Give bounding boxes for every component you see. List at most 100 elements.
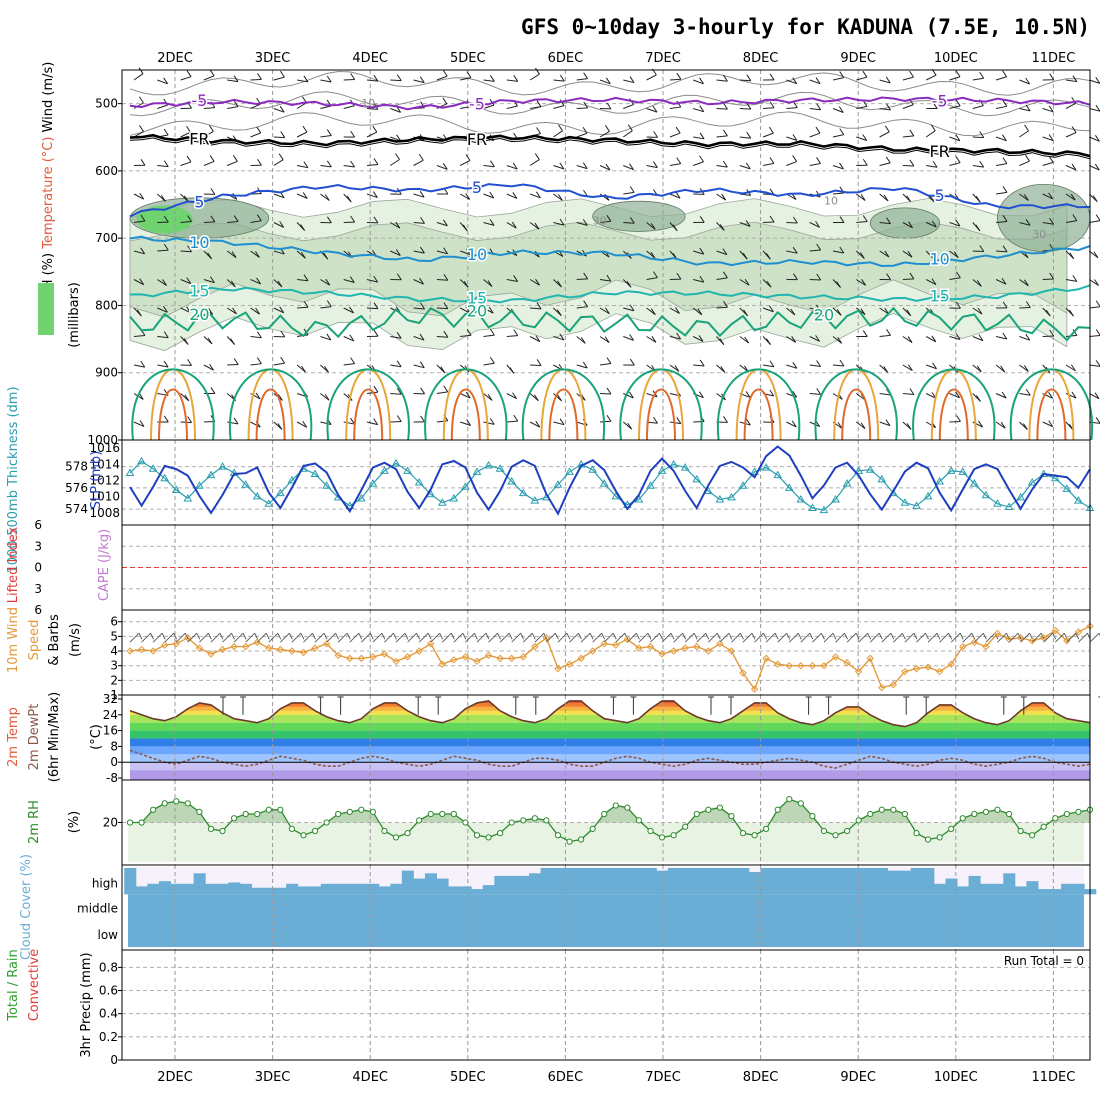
rh2m-point [126, 819, 134, 826]
cloud-high-bar [771, 868, 784, 895]
thickness-point [831, 495, 840, 503]
top-date-label: 6DEC [548, 51, 584, 66]
wind-speed-point [554, 664, 562, 673]
y-tick-label: 0 [110, 755, 118, 769]
rh2m-point [230, 815, 238, 822]
cloud-high-bar [910, 868, 923, 895]
wind-speed-point [160, 641, 169, 649]
y-tick-label: 900 [95, 366, 118, 380]
cloud-high-bar [401, 870, 414, 895]
wind-speed-point [669, 647, 678, 655]
top-date-label: 8DEC [743, 51, 779, 66]
wind-barb [1054, 632, 1065, 643]
wind-barb [361, 632, 371, 643]
isotherm-label: 10 [929, 250, 949, 269]
thickness-point [1074, 496, 1083, 504]
thickness-point [680, 463, 690, 471]
surface-temp-contour [938, 388, 969, 441]
wind-barb [684, 632, 695, 643]
top-date-axis: 2DEC 3DEC 4DEC 5DEC 6DEC 7DEC 8DEC 9DEC 10DEC 11D… [157, 51, 1075, 66]
wind-barb [418, 632, 429, 643]
wind-barb [349, 632, 360, 643]
y-axis-title: (millibars) [67, 282, 82, 348]
isotherm-label: 10 [189, 233, 209, 252]
rh2m-point [300, 832, 307, 839]
y-tick-label: 32 [103, 692, 118, 706]
rh2m-point [936, 834, 943, 841]
isotherm-label: -5 [469, 94, 485, 113]
thickness-point [692, 474, 702, 483]
wind-barb [719, 632, 730, 643]
wind-barb [603, 632, 614, 643]
rh2m-point [994, 806, 1001, 813]
surface-temp-contour [833, 368, 880, 441]
cloud-high-bar [517, 875, 530, 895]
thickness-point [1027, 478, 1037, 486]
cloud-high-bar [332, 883, 345, 895]
wind-barb [869, 632, 880, 643]
rh2m-point [265, 806, 272, 813]
thickness-point [784, 483, 794, 491]
wind-speed-point [704, 647, 713, 655]
y-axis-title: 2m DewPt [27, 704, 42, 771]
rh2m-point [508, 819, 515, 826]
cloud-high-bar [702, 868, 715, 895]
wind-speed-point [901, 667, 909, 676]
wind-speed-point [623, 635, 632, 644]
y-tick-label: 20 [103, 816, 118, 830]
rh-shading-high [592, 200, 686, 232]
isotherm-label: 20 [467, 301, 487, 320]
rh-contour-label: 30 [1032, 228, 1046, 241]
cloud-high-bar [205, 883, 218, 895]
thickness-point [738, 481, 748, 489]
y-tick-label: 800 [95, 298, 118, 312]
wind-speed-point [1040, 634, 1048, 642]
cloud-high-bar [829, 868, 842, 895]
wind-speed-point [912, 664, 921, 673]
isotherm-line [716, 368, 801, 441]
y-tick-label: 0.4 [99, 1007, 118, 1021]
wind-barb [985, 632, 996, 643]
rh2m-point [392, 834, 400, 841]
wind-barb [592, 632, 602, 643]
y-tick-label: -8 [106, 771, 118, 785]
rh2m-point [635, 817, 643, 824]
surface-temp-contour [255, 388, 286, 441]
rh2m-point [184, 800, 191, 807]
y-tick-label: 600 [95, 164, 118, 178]
wind-speed-point [542, 634, 551, 642]
rh2m-point [358, 806, 365, 813]
thickness-point [761, 463, 771, 471]
wind-speed-point [149, 647, 157, 655]
rh2m-point [427, 810, 434, 818]
thickness-point [877, 474, 887, 483]
wind-barb [268, 632, 279, 643]
rh2m-point [647, 827, 654, 835]
wind-speed-point [577, 654, 585, 663]
cloud-high-bar [413, 878, 426, 895]
wind-speed-point [531, 642, 539, 651]
wind-speed-point [253, 638, 261, 646]
y-axis-title: (6hr Min/Max) [47, 692, 62, 782]
wind-speed-point [1016, 634, 1025, 642]
thickness-point [842, 479, 852, 487]
thickness-point [669, 459, 678, 468]
cloud-high-bar [945, 878, 958, 895]
thickness-point [599, 479, 609, 487]
wind-barb [962, 632, 973, 643]
wind-speed-point [693, 642, 701, 651]
wind-speed-point [207, 650, 215, 658]
rh2m-point [381, 827, 388, 835]
y-axis-title: 10m Wind [6, 607, 21, 673]
y-axis-title: SLP (mb) [89, 451, 104, 510]
wind-speed-point [831, 653, 840, 661]
rh2m-point [439, 810, 446, 818]
wind-speed-point [681, 644, 689, 652]
wind-speed-point [739, 669, 747, 677]
wind-barb [384, 632, 394, 643]
rh2m-point [1052, 815, 1059, 822]
isotherm-line [131, 368, 215, 441]
rh-contour [129, 111, 1091, 137]
rh2m-point [739, 830, 747, 837]
